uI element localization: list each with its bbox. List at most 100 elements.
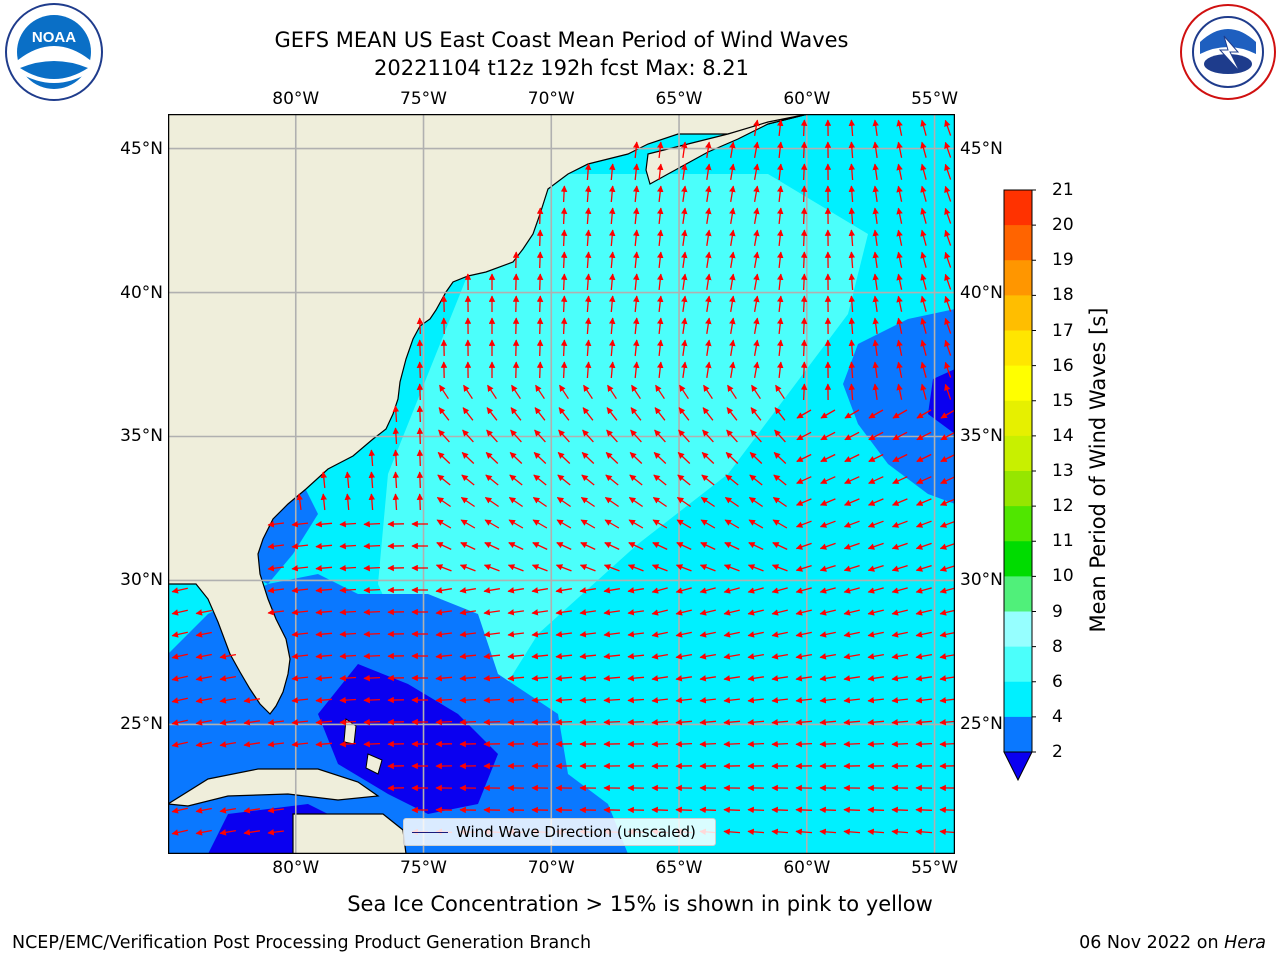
wave-direction-arrow <box>363 520 381 528</box>
wave-direction-arrow <box>676 519 692 529</box>
wave-direction-arrow <box>896 295 903 312</box>
wave-direction-arrow <box>772 519 788 529</box>
wave-direction-arrow <box>632 273 640 291</box>
wave-direction-arrow <box>820 498 836 506</box>
wave-direction-arrow <box>416 427 424 445</box>
wave-direction-arrow <box>652 496 667 508</box>
wave-direction-arrow <box>896 361 903 378</box>
wave-direction-arrow <box>777 185 784 202</box>
wave-direction-arrow <box>344 493 352 511</box>
wave-direction-arrow <box>843 564 860 572</box>
wave-direction-arrow <box>651 806 669 814</box>
wave-direction-arrow <box>581 452 595 464</box>
wave-direction-arrow <box>508 496 523 508</box>
wave-direction-arrow <box>896 339 903 356</box>
wave-direction-arrow <box>657 229 664 246</box>
wave-direction-arrow <box>747 587 764 594</box>
wave-direction-arrow <box>291 741 309 748</box>
wave-direction-arrow <box>939 565 955 572</box>
wave-direction-arrow <box>436 496 451 508</box>
wave-direction-arrow <box>944 251 952 268</box>
wave-direction-arrow <box>171 741 188 748</box>
wave-direction-arrow <box>485 452 499 464</box>
wave-direction-arrow <box>777 141 784 158</box>
noaa-logo: NOAA <box>5 3 103 101</box>
lat-tick-left: 45°N <box>120 138 163 159</box>
wave-direction-arrow <box>747 609 764 616</box>
chart-title: GEFS MEAN US East Coast Mean Period of W… <box>274 28 849 52</box>
wave-direction-arrow <box>557 452 571 464</box>
wave-direction-arrow <box>195 675 212 682</box>
land-hispaniola-south <box>292 813 407 854</box>
wave-direction-arrow <box>603 652 621 660</box>
wave-direction-arrow <box>392 427 400 445</box>
wave-direction-arrow <box>171 609 188 616</box>
wave-direction-arrow <box>320 493 328 511</box>
wave-direction-arrow <box>580 496 595 508</box>
wave-direction-arrow <box>651 697 668 704</box>
wave-direction-arrow <box>705 251 712 268</box>
wave-direction-arrow <box>800 383 808 401</box>
colorbar-swatch <box>1004 435 1032 472</box>
wave-direction-arrow <box>392 471 400 489</box>
wave-direction-arrow <box>868 476 884 484</box>
wave-direction-arrow <box>843 675 860 682</box>
wave-direction-arrow <box>796 476 812 484</box>
wave-direction-arrow <box>603 718 621 726</box>
wave-direction-arrow <box>753 119 760 137</box>
wave-direction-arrow <box>531 587 549 594</box>
lon-tick-bottom: 55°W <box>911 858 959 878</box>
wave-direction-arrow <box>315 564 333 572</box>
wave-direction-arrow <box>435 652 453 660</box>
wave-direction-arrow <box>703 384 713 400</box>
wave-direction-arrow <box>315 696 333 704</box>
lat-tick-left: 40°N <box>120 282 163 303</box>
wave-direction-arrow <box>603 564 620 572</box>
wave-direction-arrow <box>872 163 879 180</box>
wave-direction-arrow <box>795 631 812 638</box>
wave-direction-arrow <box>729 317 736 335</box>
wave-direction-arrow <box>219 741 237 748</box>
wave-direction-arrow <box>536 361 544 379</box>
wave-direction-arrow <box>580 519 596 529</box>
wave-direction-arrow <box>848 339 856 357</box>
wave-direction-arrow <box>920 141 927 158</box>
colorbar-tick-label: 2 <box>1052 742 1063 762</box>
wave-direction-arrow <box>439 384 449 400</box>
wave-direction-arrow <box>681 185 688 202</box>
wave-direction-arrow <box>729 273 736 291</box>
wave-direction-arrow <box>705 295 712 312</box>
wave-direction-arrow <box>339 542 357 550</box>
footer-branch: NCEP/EMC/Verification Post Processing Pr… <box>12 933 592 953</box>
wave-direction-arrow <box>363 696 381 704</box>
wave-direction-arrow <box>652 519 668 529</box>
wave-direction-arrow <box>915 675 932 682</box>
wave-direction-arrow <box>891 609 908 616</box>
wave-direction-arrow <box>560 361 568 379</box>
lat-tick-right: 25°N <box>960 714 1003 735</box>
wave-direction-arrow <box>867 806 885 814</box>
wave-direction-arrow <box>368 471 376 489</box>
lat-tick-left: 30°N <box>120 570 163 591</box>
wave-direction-arrow <box>392 493 400 511</box>
wave-direction-arrow <box>723 609 740 616</box>
wave-direction-arrow <box>555 631 572 638</box>
wave-direction-arrow <box>657 251 664 268</box>
wave-direction-arrow <box>771 631 788 638</box>
wave-direction-arrow <box>920 383 927 400</box>
wave-direction-arrow <box>267 719 284 726</box>
wave-direction-arrow <box>777 339 784 356</box>
wave-direction-arrow <box>892 431 908 441</box>
wave-direction-arrow <box>363 564 381 572</box>
colorbar-tick-label: 18 <box>1052 285 1074 306</box>
wave-direction-arrow <box>800 163 808 181</box>
wave-direction-arrow <box>608 251 616 269</box>
wave-direction-arrow <box>939 828 955 836</box>
wave-direction-arrow <box>677 452 691 464</box>
wave-direction-arrow <box>800 273 808 291</box>
wave-direction-arrow <box>843 520 860 528</box>
wave-direction-arrow <box>534 429 546 443</box>
wave-direction-arrow <box>681 251 688 268</box>
wave-direction-arrow <box>675 718 693 726</box>
wave-direction-arrow <box>747 718 765 726</box>
